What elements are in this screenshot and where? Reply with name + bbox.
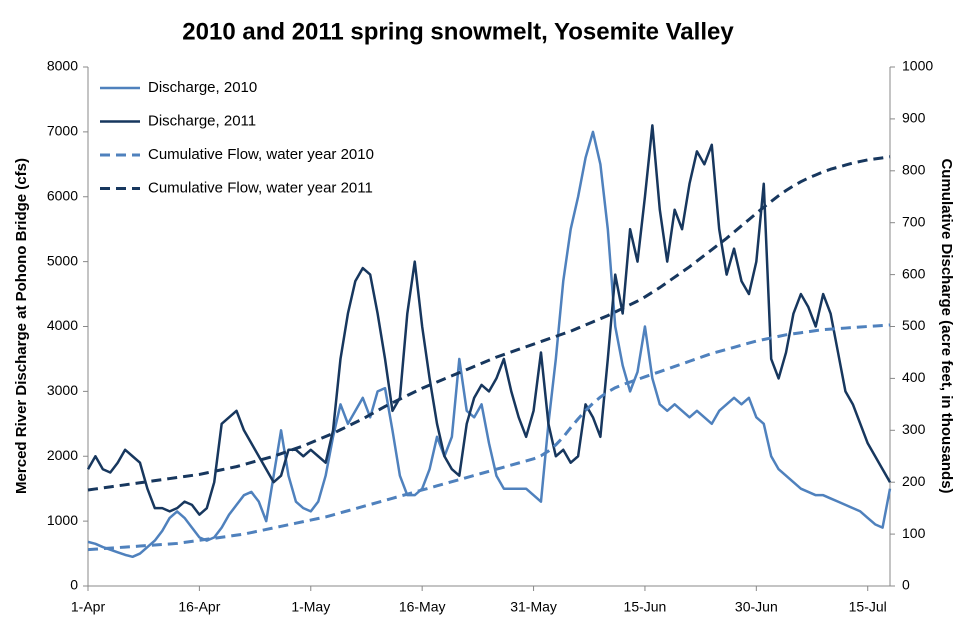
y2-tick-label: 600 (902, 265, 926, 281)
y2-tick-label: 1000 (902, 58, 933, 74)
y2-tick-label: 400 (902, 369, 926, 385)
legend-label: Discharge, 2010 (148, 79, 257, 96)
legend-label: Cumulative Flow, water year 2011 (148, 179, 373, 196)
x-tick-label: 1-Apr (71, 599, 106, 615)
y-axis-title: Merced River Discharge at Pohono Bridge … (13, 158, 30, 494)
legend-label: Discharge, 2011 (148, 112, 256, 129)
y2-tick-label: 0 (902, 577, 910, 593)
x-tick-label: 16-May (399, 599, 446, 615)
x-tick-label: 1-May (291, 599, 330, 615)
x-tick-label: 30-Jun (735, 599, 778, 615)
y2-tick-label: 200 (902, 473, 926, 489)
y2-tick-label: 500 (902, 317, 926, 333)
legend-label: Cumulative Flow, water year 2010 (148, 146, 374, 163)
y-tick-label: 2000 (47, 447, 78, 463)
x-tick-label: 15-Jul (849, 599, 887, 615)
y2-tick-label: 700 (902, 213, 926, 229)
y2-tick-label: 900 (902, 110, 926, 126)
chart-title: 2010 and 2011 spring snowmelt, Yosemite … (182, 18, 734, 45)
y-tick-label: 8000 (47, 58, 78, 74)
series-line (87, 130, 892, 559)
x-tick-label: 31-May (510, 599, 557, 615)
y2-tick-label: 300 (902, 421, 926, 437)
series-line (87, 155, 891, 492)
y-tick-label: 3000 (47, 382, 78, 398)
y-tick-label: 4000 (47, 317, 78, 333)
y2-tick-label: 800 (902, 162, 926, 178)
y-tick-label: 5000 (47, 252, 78, 268)
y2-axis-title: Cumulative Discharge (acre feet, in thou… (938, 158, 955, 493)
series-line (87, 323, 891, 552)
y-tick-label: 1000 (47, 512, 78, 528)
y-tick-label: 0 (70, 577, 78, 593)
y-tick-label: 7000 (47, 123, 78, 139)
x-tick-label: 16-Apr (178, 599, 220, 615)
y-tick-label: 6000 (47, 187, 78, 203)
series-line (86, 124, 892, 516)
y2-tick-label: 100 (902, 525, 926, 541)
x-tick-label: 15-Jun (624, 599, 667, 615)
